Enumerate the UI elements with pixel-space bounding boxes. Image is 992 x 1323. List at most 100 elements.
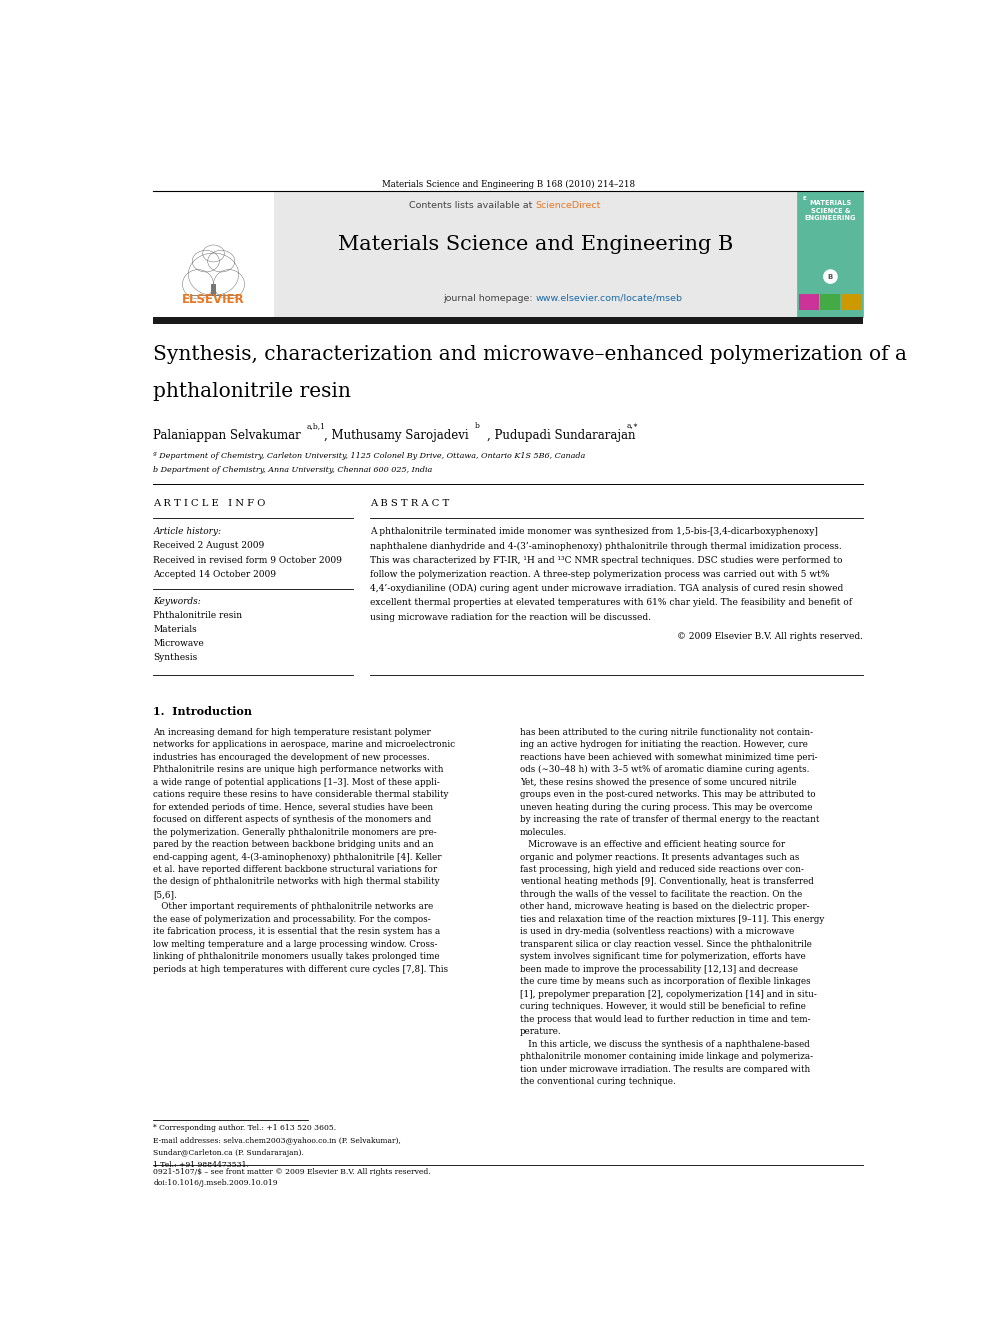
Text: Synthesis: Synthesis (154, 654, 197, 663)
Text: the process that would lead to further reduction in time and tem-: the process that would lead to further r… (520, 1015, 810, 1024)
Bar (841, 294, 861, 311)
Bar (798, 191, 863, 316)
Text: using microwave radiation for the reaction will be discussed.: using microwave radiation for the reacti… (370, 613, 652, 622)
Text: a,∗: a,∗ (627, 422, 639, 430)
Text: Sundar@Carleton.ca (P. Sundararajan).: Sundar@Carleton.ca (P. Sundararajan). (154, 1148, 305, 1158)
Text: transparent silica or clay reaction vessel. Since the phthalonitrile: transparent silica or clay reaction vess… (520, 939, 811, 949)
Text: phthalonitrile monomer containing imide linkage and polymeriza-: phthalonitrile monomer containing imide … (520, 1052, 813, 1061)
Text: is used in dry-media (solventless reactions) with a microwave: is used in dry-media (solventless reacti… (520, 927, 795, 937)
Text: the polymerization. Generally phthalonitrile monomers are pre-: the polymerization. Generally phthalonit… (154, 828, 437, 836)
Text: This was characterized by FT-IR, ¹H and ¹³C NMR spectral techniques. DSC studies: This was characterized by FT-IR, ¹H and … (370, 556, 843, 565)
Text: curing techniques. However, it would still be beneficial to refine: curing techniques. However, it would sti… (520, 1003, 806, 1011)
Text: fast processing, high yield and reduced side reactions over con-: fast processing, high yield and reduced … (520, 865, 805, 875)
Text: 4,4’-oxydianiline (ODA) curing agent under microwave irradiation. TGA analysis o: 4,4’-oxydianiline (ODA) curing agent und… (370, 585, 844, 593)
Text: doi:10.1016/j.mseb.2009.10.019: doi:10.1016/j.mseb.2009.10.019 (154, 1179, 278, 1187)
Text: * Corresponding author. Tel.: +1 613 520 3605.: * Corresponding author. Tel.: +1 613 520… (154, 1125, 336, 1132)
Text: cations require these resins to have considerable thermal stability: cations require these resins to have con… (154, 790, 449, 799)
Text: phthalonitrile resin: phthalonitrile resin (154, 382, 351, 401)
Text: [1], prepolymer preparation [2], copolymerization [14] and in situ-: [1], prepolymer preparation [2], copolym… (520, 990, 816, 999)
Text: Received in revised form 9 October 2009: Received in revised form 9 October 2009 (154, 556, 342, 565)
Text: Phthalonitrile resin: Phthalonitrile resin (154, 611, 243, 619)
Text: Article history:: Article history: (154, 527, 221, 536)
Text: ite fabrication process, it is essential that the resin system has a: ite fabrication process, it is essential… (154, 927, 440, 937)
Text: ventional heating methods [9]. Conventionally, heat is transferred: ventional heating methods [9]. Conventio… (520, 877, 813, 886)
Text: the ease of polymerization and processability. For the compos-: the ease of polymerization and processab… (154, 916, 432, 923)
Text: In this article, we discuss the synthesis of a naphthalene-based: In this article, we discuss the synthesi… (520, 1040, 809, 1049)
Text: Materials Science and Engineering B 168 (2010) 214–218: Materials Science and Engineering B 168 … (382, 180, 635, 189)
Text: Keywords:: Keywords: (154, 597, 201, 606)
Text: Phthalonitrile resins are unique high performance networks with: Phthalonitrile resins are unique high pe… (154, 765, 444, 774)
Text: 1 Tel.: +91 9884473531.: 1 Tel.: +91 9884473531. (154, 1162, 249, 1170)
Text: end-capping agent, 4-(3-aminophenoxy) phthalonitrile [4]. Keller: end-capping agent, 4-(3-aminophenoxy) ph… (154, 852, 442, 861)
Text: industries has encouraged the development of new processes.: industries has encouraged the developmen… (154, 753, 431, 762)
Text: reactions have been achieved with somewhat minimized time peri-: reactions have been achieved with somewh… (520, 753, 817, 762)
Text: for extended periods of time. Hence, several studies have been: for extended periods of time. Hence, sev… (154, 803, 434, 811)
Text: et al. have reported different backbone structural variations for: et al. have reported different backbone … (154, 865, 437, 875)
Text: tion under microwave irradiation. The results are compared with: tion under microwave irradiation. The re… (520, 1065, 810, 1073)
Text: b: b (474, 422, 479, 430)
Text: A phthalonitrile terminated imide monomer was synthesized from 1,5-bis-[3,4-dica: A phthalonitrile terminated imide monome… (370, 527, 818, 536)
Text: through the walls of the vessel to facilitate the reaction. On the: through the walls of the vessel to facil… (520, 890, 803, 898)
Text: ELSEVIER: ELSEVIER (183, 292, 245, 306)
Text: low melting temperature and a large processing window. Cross-: low melting temperature and a large proc… (154, 939, 437, 949)
Text: linking of phthalonitrile monomers usually takes prolonged time: linking of phthalonitrile monomers usual… (154, 953, 440, 962)
Text: 1.  Introduction: 1. Introduction (154, 706, 252, 717)
Text: ª Department of Chemistry, Carleton University, 1125 Colonel By Drive, Ottawa, O: ª Department of Chemistry, Carleton Univ… (154, 451, 585, 460)
Text: ing an active hydrogen for initiating the reaction. However, cure: ing an active hydrogen for initiating th… (520, 741, 807, 749)
Bar (154, 316, 863, 324)
Text: , Pudupadi Sundararajan: , Pudupadi Sundararajan (487, 429, 635, 442)
Text: networks for applications in aerospace, marine and microelectronic: networks for applications in aerospace, … (154, 741, 455, 749)
Text: system involves significant time for polymerization, efforts have: system involves significant time for pol… (520, 953, 806, 962)
Bar (154, 191, 274, 316)
Text: A R T I C L E   I N F O: A R T I C L E I N F O (154, 500, 266, 508)
Bar (210, 283, 216, 295)
Text: Contents lists available at: Contents lists available at (409, 201, 536, 210)
Text: , Muthusamy Sarojadevi: , Muthusamy Sarojadevi (324, 429, 468, 442)
Text: uneven heating during the curing process. This may be overcome: uneven heating during the curing process… (520, 803, 812, 811)
Text: been made to improve the processability [12,13] and decrease: been made to improve the processability … (520, 964, 798, 974)
Text: the design of phthalonitrile networks with high thermal stability: the design of phthalonitrile networks wi… (154, 877, 440, 886)
Text: E: E (803, 196, 806, 201)
Bar (820, 294, 840, 311)
Text: MATERIALS
SCIENCE &
ENGINEERING: MATERIALS SCIENCE & ENGINEERING (805, 200, 856, 221)
Text: organic and polymer reactions. It presents advantages such as: organic and polymer reactions. It presen… (520, 852, 800, 861)
Text: focused on different aspects of synthesis of the monomers and: focused on different aspects of synthesi… (154, 815, 432, 824)
Text: [5,6].: [5,6]. (154, 890, 178, 898)
Text: Materials Science and Engineering B: Materials Science and Engineering B (338, 235, 733, 254)
Text: A B S T R A C T: A B S T R A C T (370, 500, 449, 508)
Circle shape (823, 270, 838, 284)
Text: excellent thermal properties at elevated temperatures with 61% char yield. The f: excellent thermal properties at elevated… (370, 598, 852, 607)
Text: molecules.: molecules. (520, 828, 567, 836)
Text: E-mail addresses: selva.chem2003@yahoo.co.in (P. Selvakumar),: E-mail addresses: selva.chem2003@yahoo.c… (154, 1136, 402, 1144)
Text: ods (∼30–48 h) with 3–5 wt% of aromatic diamine curing agents.: ods (∼30–48 h) with 3–5 wt% of aromatic … (520, 765, 809, 774)
Bar (799, 294, 819, 311)
Text: periods at high temperatures with different cure cycles [7,8]. This: periods at high temperatures with differ… (154, 964, 448, 974)
Text: naphthalene dianhydride and 4-(3’-aminophenoxy) phthalonitrile through thermal i: naphthalene dianhydride and 4-(3’-aminop… (370, 541, 842, 550)
Text: perature.: perature. (520, 1027, 561, 1036)
Text: by increasing the rate of transfer of thermal energy to the reactant: by increasing the rate of transfer of th… (520, 815, 819, 824)
Text: a,b,1: a,b,1 (307, 422, 326, 430)
Text: 0921-5107/$ – see front matter © 2009 Elsevier B.V. All rights reserved.: 0921-5107/$ – see front matter © 2009 El… (154, 1168, 432, 1176)
Text: Palaniappan Selvakumar: Palaniappan Selvakumar (154, 429, 302, 442)
Text: Other important requirements of phthalonitrile networks are: Other important requirements of phthalon… (154, 902, 434, 912)
Text: www.elsevier.com/locate/mseb: www.elsevier.com/locate/mseb (536, 294, 682, 303)
Text: has been attributed to the curing nitrile functionality not contain-: has been attributed to the curing nitril… (520, 728, 813, 737)
Text: journal homepage:: journal homepage: (442, 294, 536, 303)
Text: Microwave: Microwave (154, 639, 204, 648)
Text: ties and relaxation time of the reaction mixtures [9–11]. This energy: ties and relaxation time of the reaction… (520, 916, 824, 923)
Text: follow the polymerization reaction. A three-step polymerization process was carr: follow the polymerization reaction. A th… (370, 570, 830, 579)
Text: b Department of Chemistry, Anna University, Chennai 600 025, India: b Department of Chemistry, Anna Universi… (154, 467, 433, 475)
Text: An increasing demand for high temperature resistant polymer: An increasing demand for high temperatur… (154, 728, 432, 737)
Text: Materials: Materials (154, 624, 197, 634)
Text: ScienceDirect: ScienceDirect (536, 201, 601, 210)
Text: Accepted 14 October 2009: Accepted 14 October 2009 (154, 570, 277, 579)
Text: B: B (827, 274, 833, 279)
Text: a wide range of potential applications [1–3]. Most of these appli-: a wide range of potential applications [… (154, 778, 440, 787)
Text: Received 2 August 2009: Received 2 August 2009 (154, 541, 265, 550)
Bar (154, 191, 863, 316)
Text: Microwave is an effective and efficient heating source for: Microwave is an effective and efficient … (520, 840, 785, 849)
Text: © 2009 Elsevier B.V. All rights reserved.: © 2009 Elsevier B.V. All rights reserved… (678, 631, 863, 640)
Text: pared by the reaction between backbone bridging units and an: pared by the reaction between backbone b… (154, 840, 434, 849)
Text: the cure time by means such as incorporation of flexible linkages: the cure time by means such as incorpora… (520, 978, 810, 986)
Text: Synthesis, characterization and microwave–enhanced polymerization of a: Synthesis, characterization and microwav… (154, 345, 908, 364)
